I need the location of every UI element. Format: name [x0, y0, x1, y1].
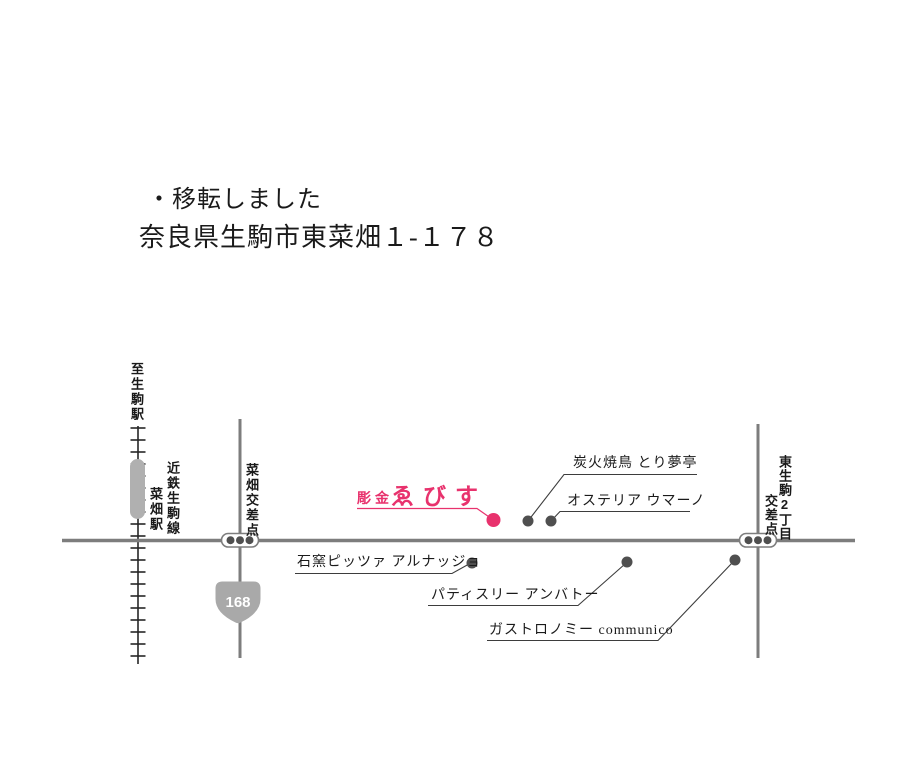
right-intersection-label-line2: 交差点: [763, 494, 778, 536]
relocation-heading: ・移転しました: [147, 187, 322, 213]
poi-leader-line-ambato: [428, 563, 626, 607]
poi-leader-line-toriyumetei: [527, 473, 697, 522]
right-intersection-label-line1: 東生駒2丁目: [777, 455, 792, 541]
poi-label-arunaggio: 石窯ピッツァ アルナッジョ: [297, 555, 482, 570]
railway-direction-label: 至生駒駅: [129, 362, 144, 422]
poi-label-ambato: パティスリー アンバトー: [431, 588, 600, 603]
traffic-light-right-icon: [738, 532, 778, 548]
poi-location-dot-communico: [729, 554, 741, 566]
left-intersection-label: 菜畑交差点: [244, 463, 259, 538]
poi-location-dot-ambato: [621, 556, 633, 568]
poi-location-dot-arunaggio: [466, 557, 478, 569]
poi-leader-line-arunaggio: [295, 563, 470, 575]
shop-name-prefix: 彫金: [357, 492, 393, 507]
poi-location-dot-umano: [545, 515, 557, 527]
traffic-light-left-icon: [220, 532, 260, 548]
poi-label-communico: ガストロノミー communico: [489, 623, 674, 638]
shop-pointer-line: [357, 507, 493, 520]
poi-leader-line-communico: [487, 561, 734, 642]
railway-line-name-label: 近鉄生駒線: [165, 461, 180, 536]
poi-location-dot-toriyumetei: [522, 515, 534, 527]
route-number-label: 168: [225, 594, 250, 611]
shop-location-dot: [486, 513, 501, 527]
poi-leader-line-umano: [550, 510, 690, 522]
shop-name: ゑびす: [391, 484, 487, 509]
poi-label-toriyumetei: 炭火焼鳥 とり夢亭: [573, 456, 698, 471]
new-address: 奈良県生駒市東菜畑１-１７８: [139, 223, 500, 252]
station-name-label: 菜畑駅: [148, 487, 163, 532]
route-168-shield-icon: 168: [215, 581, 261, 624]
poi-label-umano: オステリア ウマーノ: [567, 494, 706, 509]
station-marker: [130, 459, 145, 519]
